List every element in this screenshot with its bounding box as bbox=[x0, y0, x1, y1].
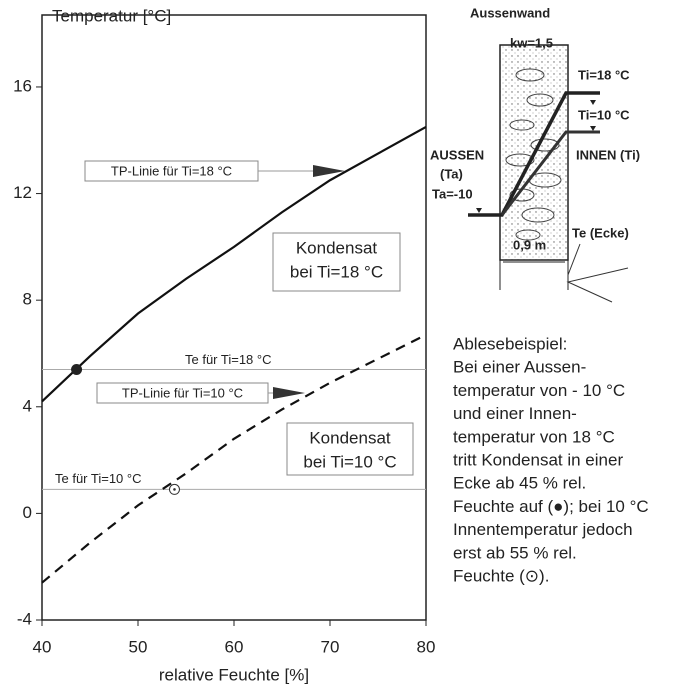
region-label: bei Ti=10 °C bbox=[303, 452, 396, 471]
x-tick-label: 40 bbox=[33, 637, 52, 656]
series-line bbox=[41, 125, 427, 403]
y-tick-label: 0 bbox=[23, 503, 32, 522]
wall-label: Te (Ecke) bbox=[572, 225, 629, 240]
wall-label: Ti=10 °C bbox=[578, 107, 630, 122]
series-line bbox=[41, 333, 427, 584]
y-axis-title: Temperatur [°C] bbox=[52, 6, 171, 25]
x-tick-label: 50 bbox=[129, 637, 148, 656]
reference-label: Te für Ti=18 °C bbox=[185, 352, 272, 367]
legend-arrowhead bbox=[313, 165, 345, 177]
region-box bbox=[272, 232, 401, 292]
note-line: und einer Innen- bbox=[453, 404, 577, 423]
legend-arrowhead bbox=[273, 387, 305, 399]
note-line: Feuchte auf (●); bei 10 °C bbox=[453, 497, 649, 516]
note: Ablesebeispiel: Bei einer Aussen-temperat… bbox=[453, 334, 649, 585]
region-label: bei Ti=18 °C bbox=[290, 262, 383, 281]
marker bbox=[71, 363, 83, 375]
x-tick-label: 80 bbox=[417, 637, 436, 656]
note-line: erst ab 55 % rel. bbox=[453, 543, 577, 562]
wall-label: INNEN (Ti) bbox=[576, 147, 640, 162]
x-axis-title: relative Feuchte [%] bbox=[159, 665, 309, 684]
region-box bbox=[286, 422, 414, 476]
wall-label: 0,9 m bbox=[513, 237, 546, 252]
note-line: Bei einer Aussen- bbox=[453, 358, 586, 377]
legend-label: TP-Linie für Ti=18 °C bbox=[111, 163, 232, 178]
wall-diagram: Aussenwand kw=1,5 Ti=18 °C Ti=10 °C AUSS… bbox=[430, 5, 640, 303]
note-line: Feuchte (⊙). bbox=[453, 566, 549, 585]
region-label: Kondensat bbox=[296, 238, 378, 257]
x-tick-label: 60 bbox=[225, 637, 244, 656]
y-tick-label: 16 bbox=[13, 76, 32, 95]
y-tick-label: 12 bbox=[13, 183, 32, 202]
note-line: temperatur von - 10 °C bbox=[453, 381, 625, 400]
legend-label: TP-Linie für Ti=10 °C bbox=[122, 385, 243, 400]
wall-label: Ti=18 °C bbox=[578, 67, 630, 82]
note-line: tritt Kondensat in einer bbox=[453, 450, 623, 469]
y-tick-label: -4 bbox=[17, 609, 32, 628]
y-tick-label: 8 bbox=[23, 290, 32, 309]
note-line: temperatur von 18 °C bbox=[453, 427, 615, 446]
note-line: Ecke ab 45 % rel. bbox=[453, 474, 586, 493]
plot-frame bbox=[41, 14, 427, 621]
wall-label: kw=1,5 bbox=[510, 35, 553, 50]
marker-dot bbox=[173, 488, 176, 491]
note-line: Innentemperatur jedoch bbox=[453, 520, 633, 539]
wall-label: AUSSEN bbox=[430, 147, 484, 162]
wall-title: Aussenwand bbox=[470, 5, 550, 20]
note-line: Ablesebeispiel: bbox=[453, 334, 567, 353]
wall-label: (Ta) bbox=[440, 166, 463, 181]
region-label: Kondensat bbox=[309, 428, 391, 447]
reference-label: Te für Ti=10 °C bbox=[55, 471, 142, 486]
wall-label: Ta=-10 bbox=[432, 186, 473, 201]
y-tick-label: 4 bbox=[23, 396, 32, 415]
x-tick-label: 70 bbox=[321, 637, 340, 656]
